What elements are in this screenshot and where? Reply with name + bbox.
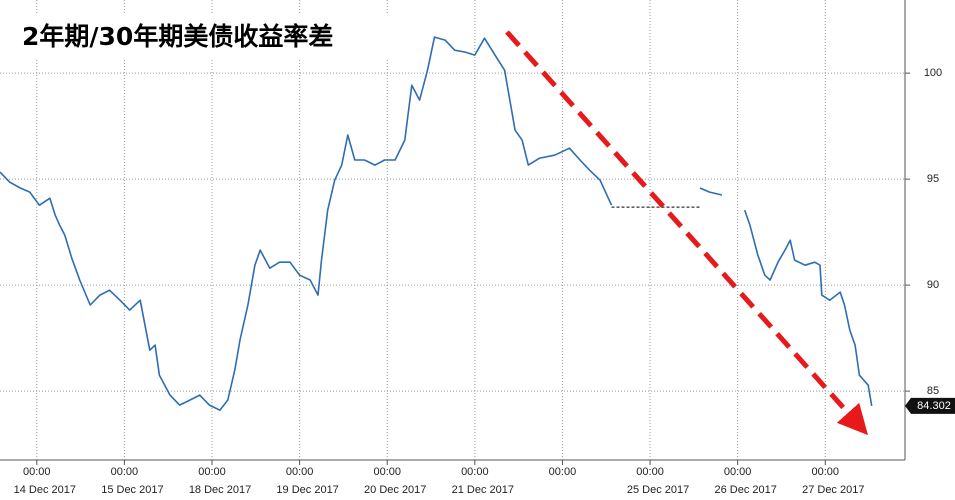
x-tick-label: 00:00 [812, 466, 840, 478]
y-tick-label: 95 [927, 173, 939, 185]
x-date-label: 20 Dec 2017 [364, 484, 426, 496]
y-tick-label: 90 [927, 279, 939, 291]
last-value-label: 84.302 [917, 400, 951, 412]
y-tick-label: 85 [927, 385, 939, 397]
last-value-tag [905, 397, 955, 414]
chart-title: 2年期/30年期美债收益率差 [22, 22, 333, 51]
x-date-label: 27 Dec 2017 [802, 484, 864, 496]
x-date-label: 19 Dec 2017 [276, 484, 338, 496]
x-tick-label: 00:00 [198, 466, 226, 478]
series-line [0, 36, 873, 411]
x-tick-label: 00:00 [636, 466, 664, 478]
title-box [14, 14, 406, 58]
trend-arrow [505, 30, 869, 436]
x-tick-label: 00:00 [373, 466, 401, 478]
x-date-label: 15 Dec 2017 [101, 484, 163, 496]
x-tick-label: 00:00 [111, 466, 139, 478]
x-tick-label: 00:00 [461, 466, 489, 478]
x-date-label: 21 Dec 2017 [452, 484, 514, 496]
x-tick-label: 00:00 [23, 466, 51, 478]
x-date-label: 14 Dec 2017 [14, 484, 76, 496]
x-date-label: 18 Dec 2017 [189, 484, 251, 496]
y-tick-label: 100 [924, 67, 942, 79]
x-date-label: 26 Dec 2017 [714, 484, 776, 496]
x-date-label: 25 Dec 2017 [627, 484, 689, 496]
x-tick-label: 00:00 [286, 466, 314, 478]
x-tick-label: 00:00 [549, 466, 577, 478]
x-tick-label: 00:00 [724, 466, 752, 478]
